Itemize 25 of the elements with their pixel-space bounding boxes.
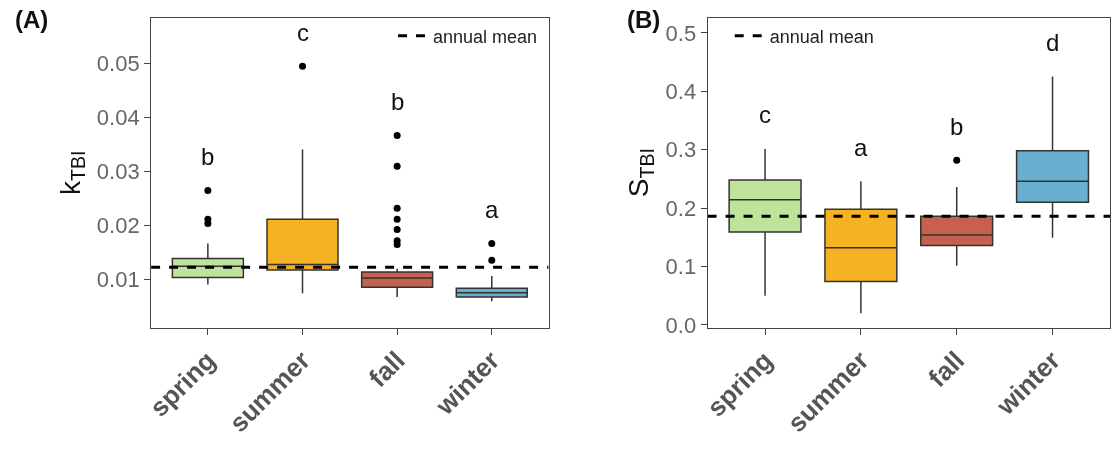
y-tick-label: 0.03 <box>96 159 140 185</box>
x-tick-label: fall <box>922 345 971 393</box>
chart-title: (B) <box>627 6 661 33</box>
x-tick-label: fall <box>362 345 411 393</box>
y-tick-label: 0.5 <box>665 20 697 46</box>
annotation: d <box>1046 29 1060 56</box>
annotation: c <box>297 19 309 46</box>
y-tick-label: 0.0 <box>665 312 697 338</box>
annotation: b <box>391 88 405 115</box>
annotation: c <box>759 101 771 128</box>
y-tick-label: 0.1 <box>665 254 697 280</box>
legend-label: annual mean <box>769 26 874 47</box>
y-tick-label: 0.01 <box>96 267 140 293</box>
annotation: a <box>485 196 499 223</box>
y-tick-label: 0.2 <box>665 195 697 221</box>
y-tick-label: 0.05 <box>96 51 140 77</box>
chart-title: (A) <box>15 6 49 33</box>
y-tick-label: 0.3 <box>665 137 697 163</box>
annotation: b <box>950 113 964 140</box>
y-tick-label: 0.04 <box>96 105 140 131</box>
y-tick-label: 0.4 <box>665 78 697 104</box>
annotation: a <box>854 134 868 161</box>
legend-label: annual mean <box>433 26 538 47</box>
y-tick-label: 0.02 <box>96 213 140 239</box>
annotation: b <box>201 143 215 170</box>
